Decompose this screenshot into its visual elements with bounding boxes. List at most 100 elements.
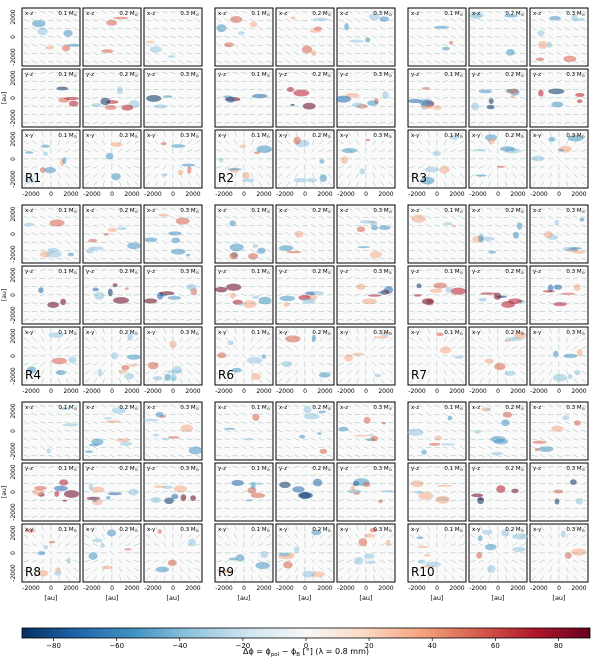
field-vectors [216,268,272,321]
polarization-patch [37,551,46,556]
subplot: y-z 0.1 M⊙ [407,462,467,522]
polarization-patch [84,450,94,453]
x-tick-label: 0 [435,191,439,198]
polarization-patch [476,551,483,559]
polarization-patch [88,238,98,243]
mass-label: 0.3 M⊙ [373,133,392,139]
polarization-patch [501,301,515,308]
x-tick-label: 2000 [124,191,139,198]
colorbar-tick-label: 60 [491,642,500,650]
polarization-patch [24,222,34,227]
polarization-patch [353,557,364,565]
mass-label: 0.1 M⊙ [251,405,270,411]
polarization-patch [574,369,581,376]
subplot: x-z 0.3 M⊙ [336,401,396,461]
polarization-patch [551,425,564,432]
x-tick-label: 2000 [185,585,200,592]
field-vectors [23,404,79,458]
polarization-patch [42,151,48,156]
y-tick-label: 2000 [10,70,17,85]
polarization-patch [281,360,293,368]
field-vectors [338,525,394,581]
view-label: x-z [25,208,33,214]
polarization-patch [169,340,177,349]
x-tick-label: -2000 [337,585,355,592]
polarization-patch [379,16,390,22]
subplot: y-z 0.2 M⊙ [82,462,142,522]
mass-label: 0.3 M⊙ [180,11,199,17]
polarization-patch [62,44,71,52]
view-label: y-z [340,466,348,472]
mass-label: 0.3 M⊙ [180,405,199,411]
polarization-patch [335,95,351,103]
polarization-patch [385,539,391,547]
field-vectors [409,465,465,518]
colorbar: −80 −60 −40 −20 0 20 40 60 80 Δϕ = ϕpol − ϕB [°] … [21,627,591,658]
polarization-patch [32,19,46,28]
polarization-patch [279,295,296,302]
mass-label: 0.1 M⊙ [444,527,463,533]
field-vectors [338,131,394,187]
field-vectors [216,328,272,384]
mass-label: 0.1 M⊙ [251,72,270,78]
polarization-patch [378,499,383,504]
mass-label: 0.1 M⊙ [58,11,77,17]
y-tick-label: 2000 [10,206,17,221]
polarization-patch [229,220,237,227]
polarization-patch [282,561,293,569]
y-tick-label: -2000 [10,170,17,188]
view-label: y-z [147,72,155,78]
polarization-patch [381,333,389,337]
x-tick-label: 2000 [571,585,586,592]
subplot: x-y 0.1 M⊙ [21,129,81,189]
y-tick-label: 0 [10,157,17,161]
polarization-patch [112,283,118,288]
x-tick-label: 2000 [63,388,78,395]
panel-label: R7 [411,368,427,382]
y-tick-label: -2000 [10,245,17,263]
polarization-patch [506,88,513,93]
colorbar-gradient [21,627,591,639]
x-axis-unit: [au] [359,594,372,602]
x-axis-unit: [au] [44,594,57,602]
polarization-patch [107,288,113,297]
mass-label: 0.2 M⊙ [505,330,524,336]
polarization-patch [63,29,73,37]
x-tick-label: 0 [435,388,439,395]
view-label: x-z [279,208,287,214]
polarization-patch [121,364,130,371]
view-label: x-y [411,330,420,336]
subplot: y-z 0.3 M⊙ [529,68,589,128]
view-label: x-y [147,330,156,336]
polarization-patch [434,435,442,441]
polarization-patch [425,166,440,173]
field-vectors [531,328,587,384]
polarization-patch [304,291,315,295]
subplot: x-z 0.3 M⊙ [143,204,203,264]
polarization-patch [449,135,460,140]
colorbar-tick-label: 0 [304,642,308,650]
x-tick-label: -2000 [144,388,162,395]
polarization-patch [229,292,236,299]
subplot: x-z 0.3 M⊙ [336,204,396,264]
field-vectors [470,328,526,384]
polarization-patch [554,219,559,226]
field-vectors [470,404,526,458]
mass-label: 0.3 M⊙ [566,405,585,411]
field-vectors [84,404,140,458]
field-vectors [216,207,272,261]
field-vectors [277,10,333,64]
view-label: x-y [533,330,542,336]
polarization-patch [416,536,424,540]
field-vectors [338,328,394,384]
view-label: x-z [340,11,348,17]
subplot: x-y 0.2 M⊙ [82,129,142,189]
polarization-patch [237,31,245,35]
x-tick-label: 0 [110,191,114,198]
polarization-patch [477,535,483,542]
view-label: y-z [218,72,226,78]
x-tick-label: 2000 [449,585,464,592]
x-tick-label: -2000 [83,585,101,592]
polarization-patch [283,302,290,307]
x-tick-label: 2000 [124,585,139,592]
